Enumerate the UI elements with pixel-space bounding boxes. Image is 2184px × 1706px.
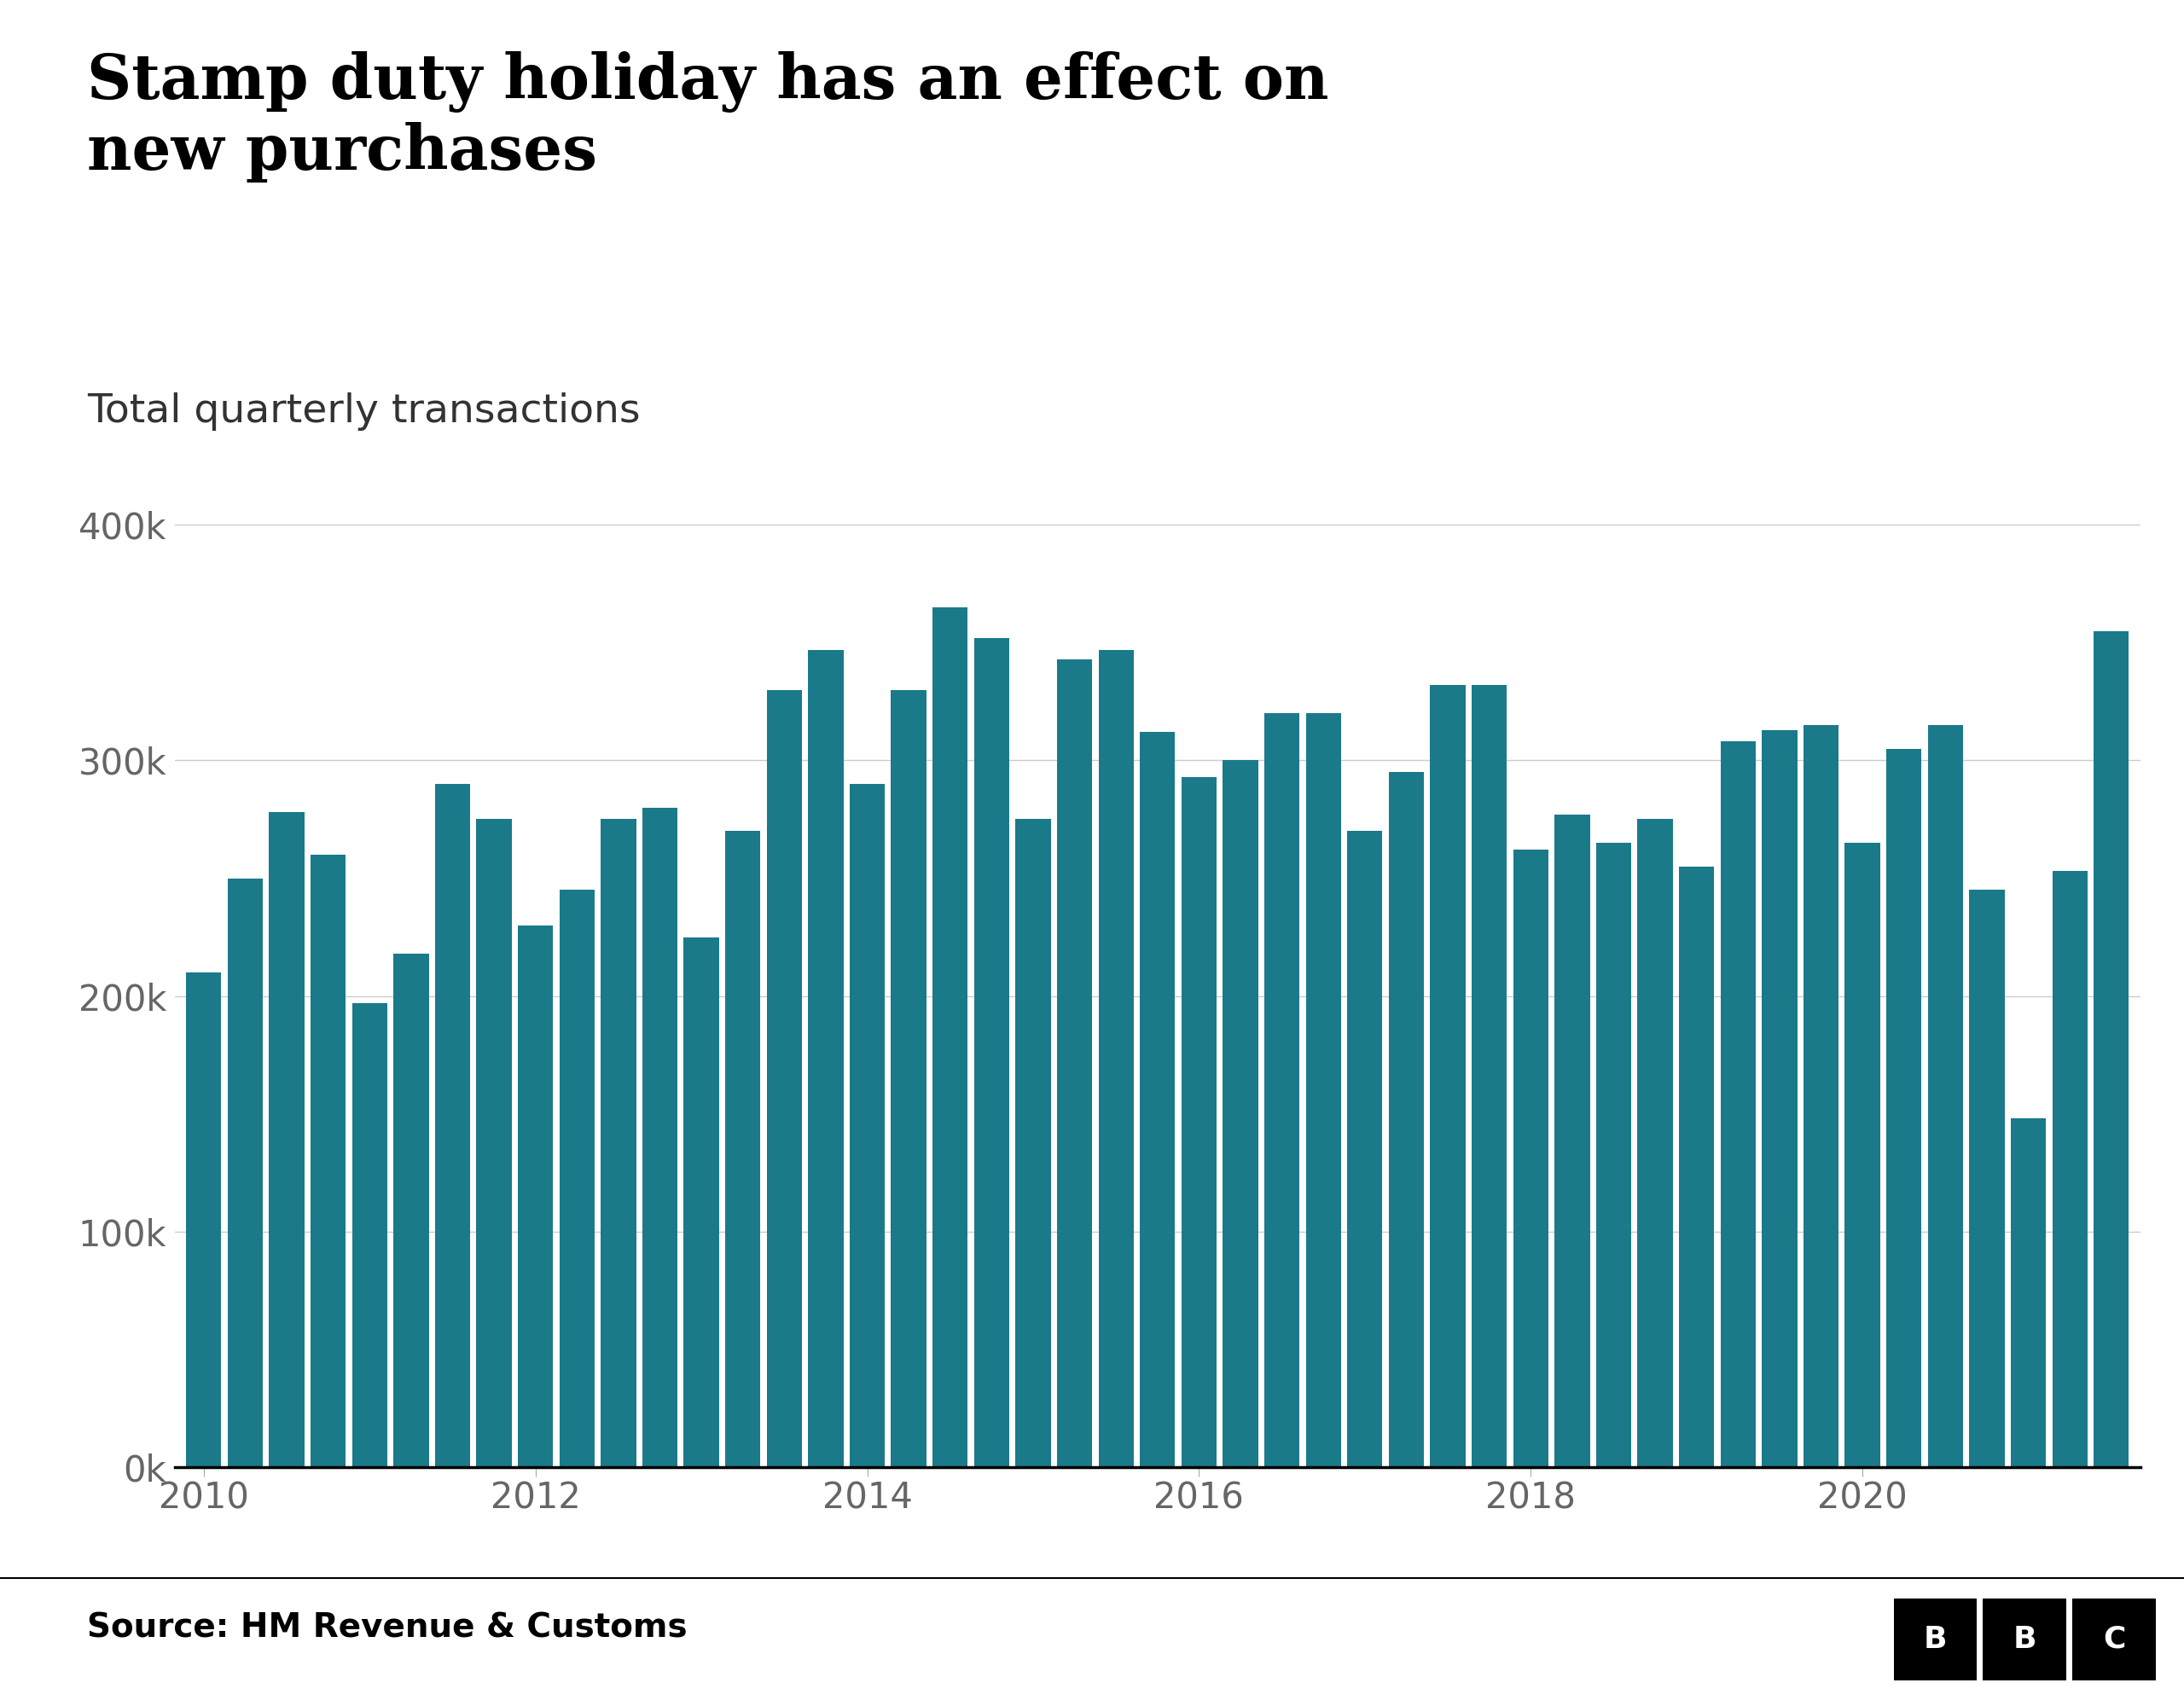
Bar (891, 689, 926, 1467)
Bar (1016, 819, 1051, 1467)
Bar (1472, 686, 1507, 1467)
Text: B: B (1924, 1624, 1946, 1655)
Text: B: B (2014, 1624, 2035, 1655)
Bar (933, 607, 968, 1467)
Bar (518, 925, 553, 1467)
Bar (1721, 742, 1756, 1467)
Bar (974, 638, 1009, 1467)
Bar (1431, 686, 1465, 1467)
Bar (1223, 761, 1258, 1467)
Bar (352, 1003, 387, 1467)
Bar (1555, 814, 1590, 1467)
Bar (1804, 725, 1839, 1467)
Text: Stamp duty holiday has an effect on
new purchases: Stamp duty holiday has an effect on new … (87, 51, 1330, 183)
Bar (186, 972, 221, 1467)
Bar (1265, 713, 1299, 1467)
Bar (684, 937, 719, 1467)
Bar (476, 819, 511, 1467)
Bar (1638, 819, 1673, 1467)
Bar (1845, 843, 1880, 1467)
Bar (2011, 1119, 2046, 1467)
Bar (559, 891, 594, 1467)
Bar (1389, 773, 1424, 1467)
Bar (1514, 850, 1548, 1467)
Text: Total quarterly transactions: Total quarterly transactions (87, 392, 640, 430)
Bar (2053, 872, 2088, 1467)
Bar (601, 819, 636, 1467)
Bar (269, 812, 304, 1467)
Bar (227, 879, 262, 1467)
Bar (725, 831, 760, 1467)
Bar (1306, 713, 1341, 1467)
Bar (1887, 749, 1922, 1467)
Bar (2094, 631, 2129, 1467)
Bar (850, 785, 885, 1467)
Bar (642, 807, 677, 1467)
Bar (808, 650, 843, 1467)
Bar (767, 689, 802, 1467)
Bar (1057, 659, 1092, 1467)
Text: C: C (2103, 1624, 2125, 1655)
Bar (1182, 776, 1216, 1467)
Bar (1099, 650, 1133, 1467)
Bar (1348, 831, 1382, 1467)
Bar (1679, 867, 1714, 1467)
Bar (1928, 725, 1963, 1467)
Bar (1597, 843, 1631, 1467)
Bar (393, 954, 428, 1467)
Bar (310, 855, 345, 1467)
Bar (435, 785, 470, 1467)
Text: Source: HM Revenue & Customs: Source: HM Revenue & Customs (87, 1612, 688, 1645)
Bar (1140, 732, 1175, 1467)
Bar (1970, 891, 2005, 1467)
Bar (1762, 730, 1797, 1467)
